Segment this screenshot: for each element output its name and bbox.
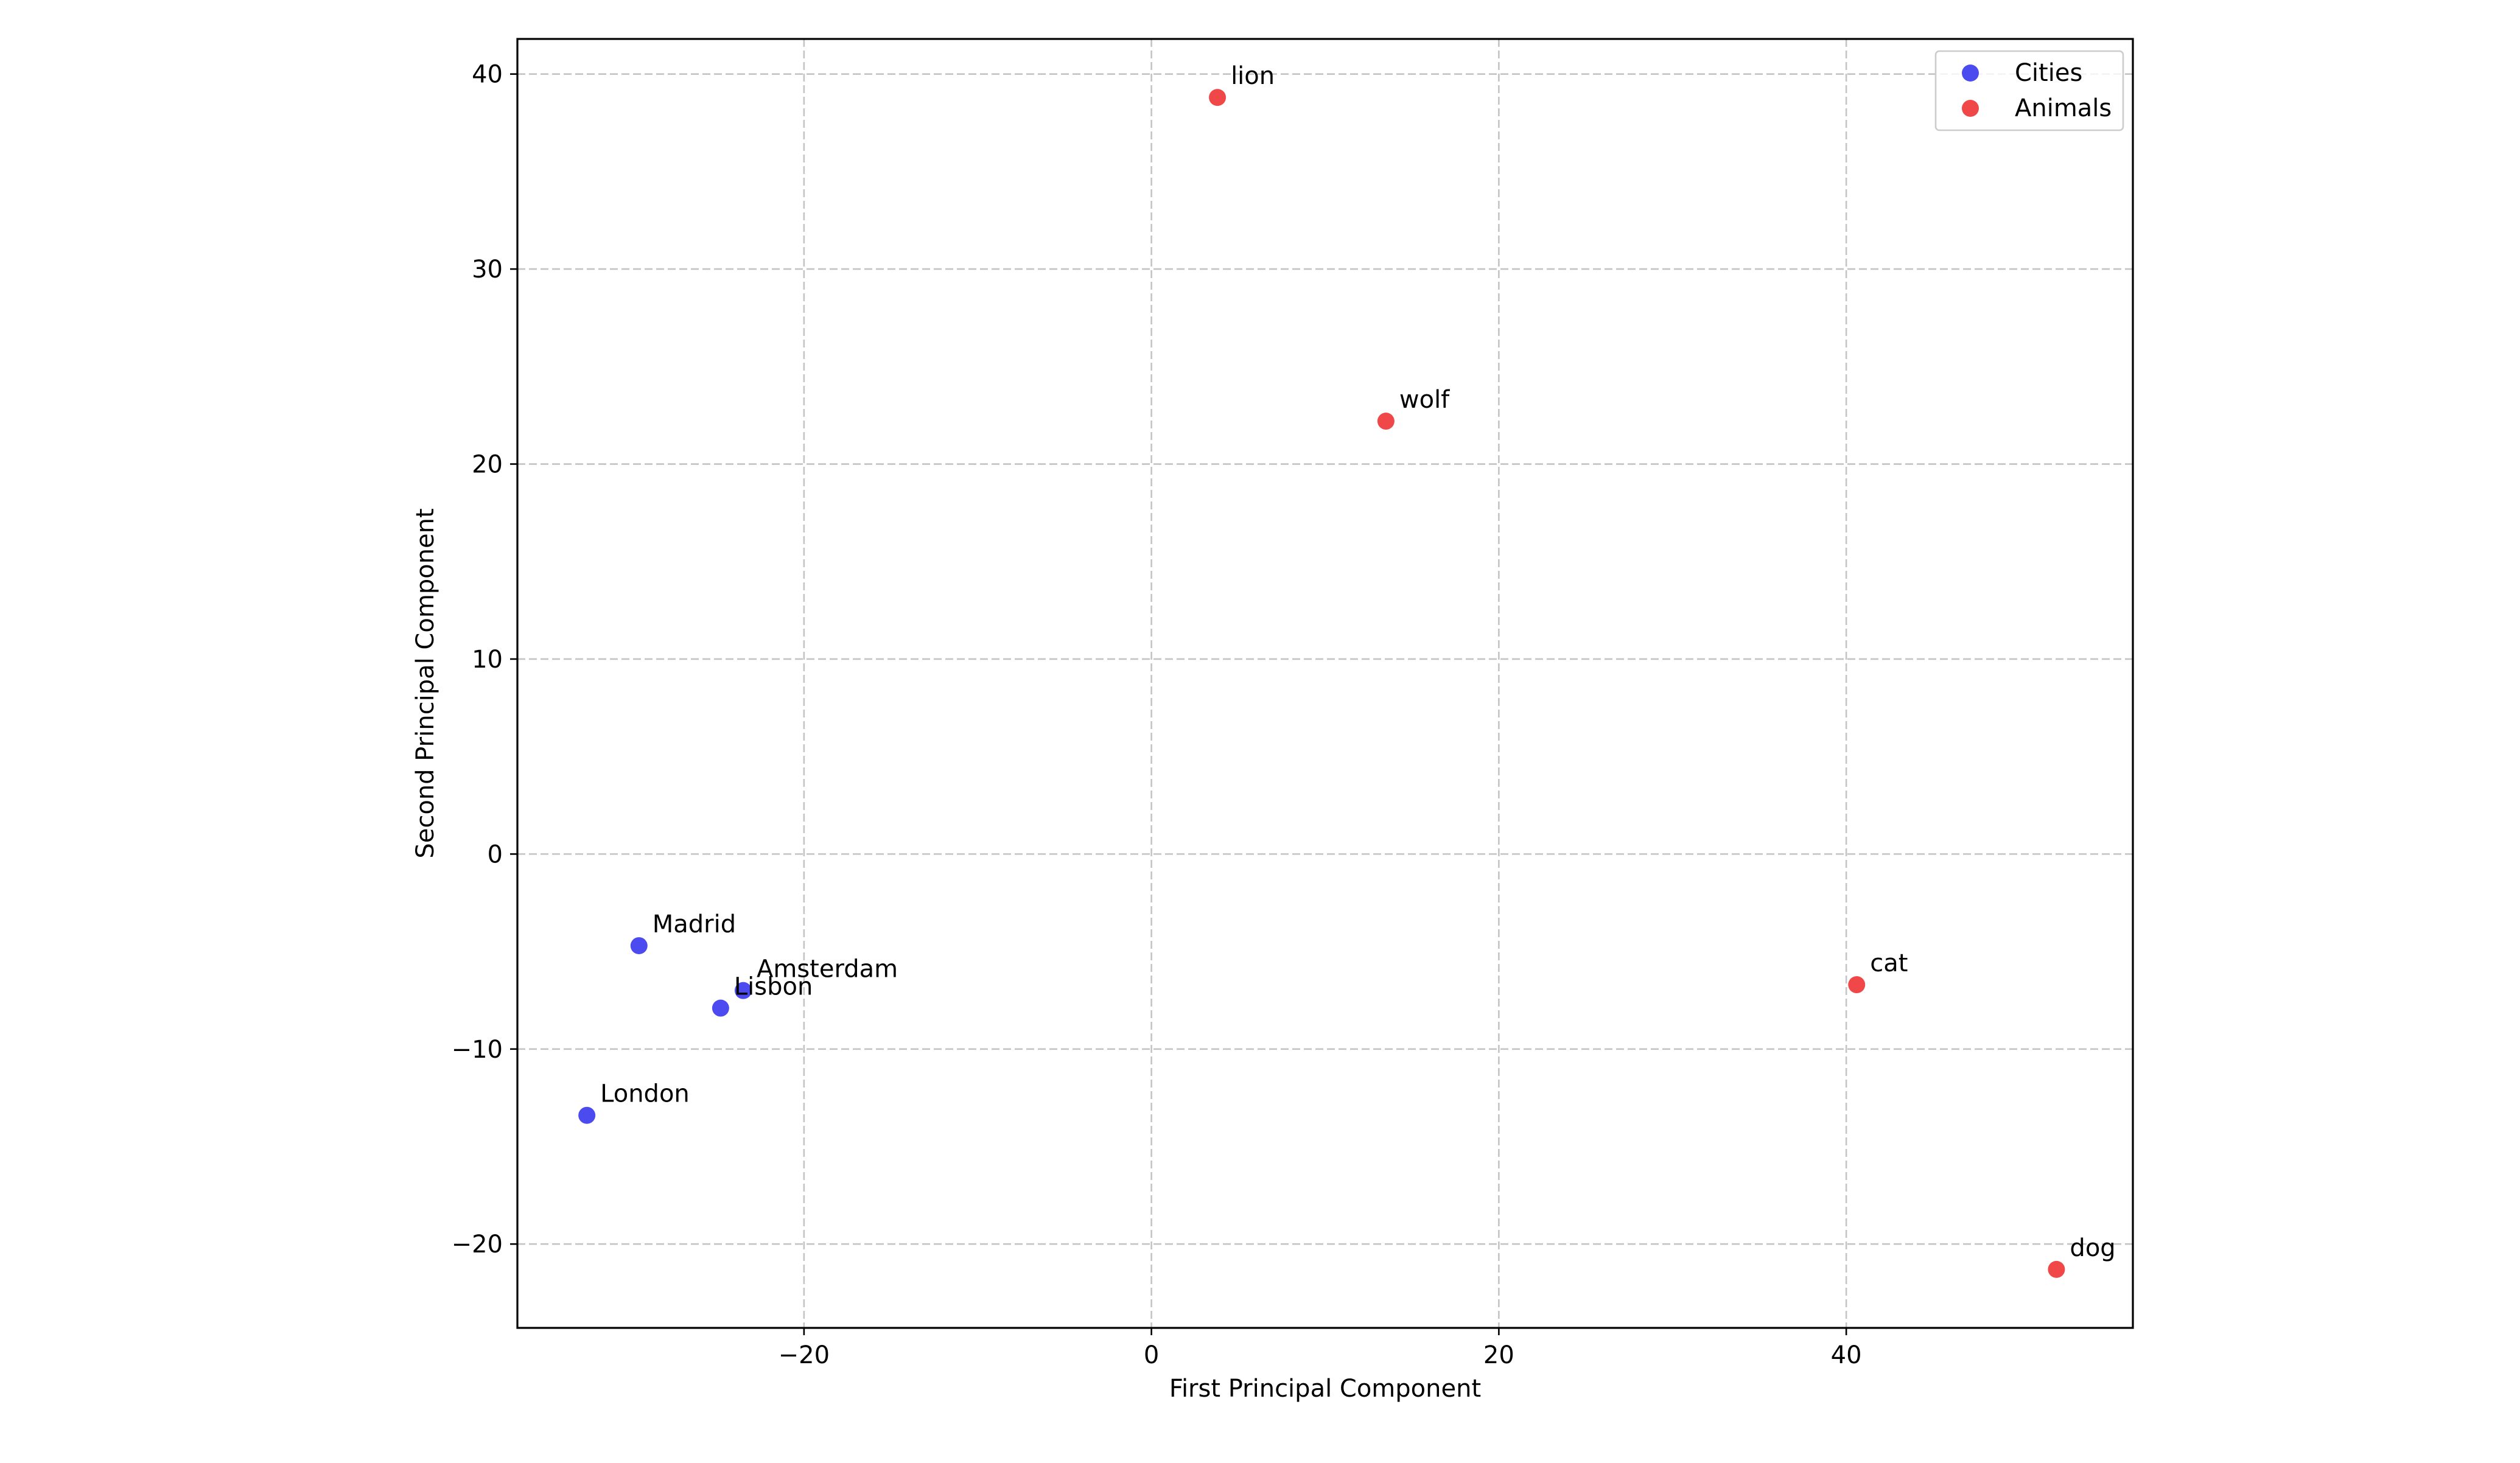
tick-layer: −20 0 20 40 −20 −10 0 10 20 30 40 (452, 61, 1862, 1369)
legend-marker-cities (1962, 65, 1979, 82)
x-tick-label: 0 (1144, 1341, 1159, 1369)
y-tick-label: 10 (472, 646, 503, 674)
point-label-wolf: wolf (1399, 386, 1450, 414)
plot-frame (516, 38, 2134, 1329)
point-label-cat: cat (1870, 949, 1908, 977)
x-tick-label: −20 (779, 1341, 830, 1369)
y-tick-label: −10 (452, 1036, 503, 1064)
point-label-london: London (600, 1080, 690, 1108)
legend-marker-animals (1962, 100, 1979, 117)
y-tick-label: 20 (472, 451, 503, 479)
x-axis-label: First Principal Component (1169, 1375, 1481, 1403)
y-axis-label: Second Principal Component (411, 508, 439, 858)
y-tick-label: −20 (452, 1231, 503, 1259)
y-tick-label: 30 (472, 256, 503, 284)
data-point-wolf (1377, 413, 1395, 430)
y-tick-label: 0 (488, 840, 503, 868)
point-label-lisbon: Lisbon (734, 973, 813, 1001)
legend-box (1934, 50, 2124, 131)
data-point-lion (1209, 89, 1227, 106)
data-point-madrid (630, 937, 648, 954)
y-tick-label: 40 (472, 61, 503, 89)
data-point-london (578, 1106, 596, 1124)
point-label-dog: dog (2070, 1234, 2115, 1262)
data-point-dog (2048, 1260, 2065, 1278)
grid-layer (517, 39, 2133, 1328)
legend-label-cities: Cities (2015, 59, 2082, 87)
point-label-madrid: Madrid (653, 910, 736, 938)
point-label-lion: lion (1231, 62, 1275, 90)
x-tick-label: 20 (1483, 1341, 1514, 1369)
legend: Cities Animals (1934, 50, 2124, 131)
legend-label-animals: Animals (2015, 94, 2112, 122)
data-point-amsterdam (734, 982, 752, 999)
point-label-amsterdam: Amsterdam (757, 955, 898, 983)
x-tick-label: 40 (1831, 1341, 1862, 1369)
data-point-lisbon (712, 999, 729, 1017)
data-point-cat (1848, 976, 1866, 994)
